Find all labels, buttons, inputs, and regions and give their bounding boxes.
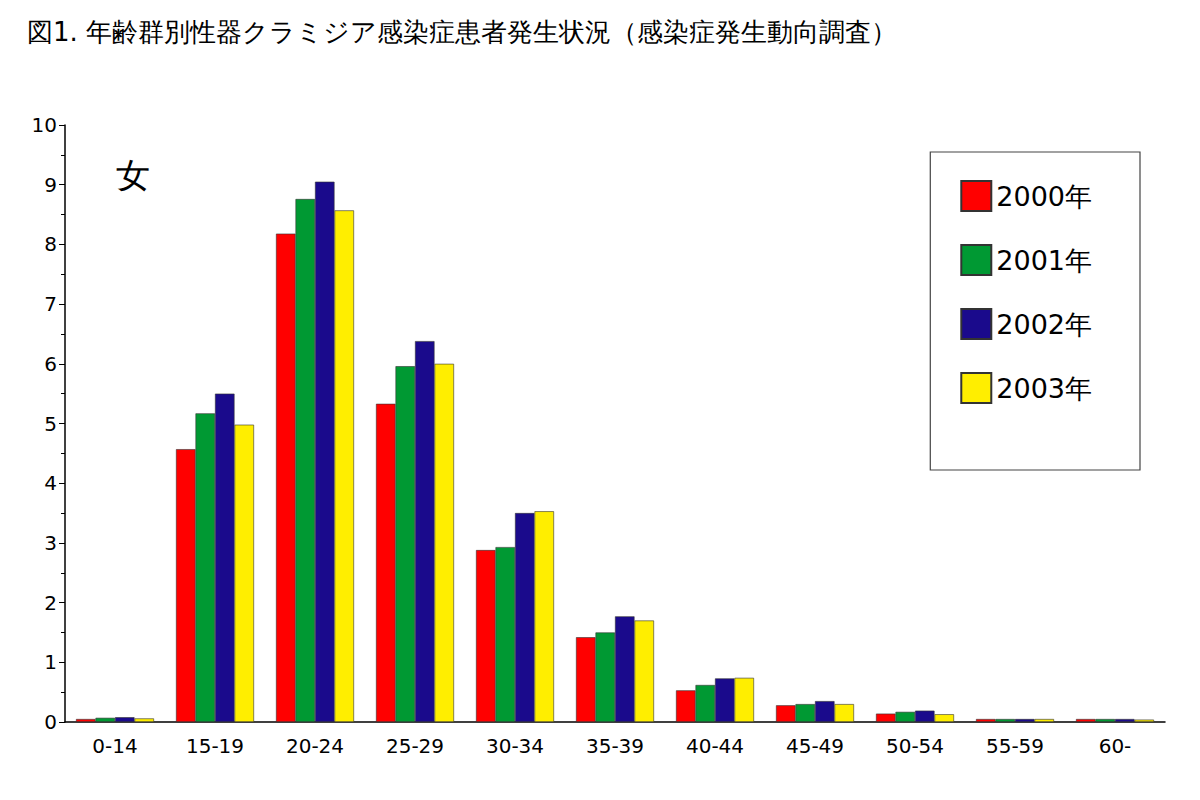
svg-text:40-44: 40-44: [686, 734, 744, 758]
svg-text:3: 3: [44, 531, 57, 555]
svg-text:8: 8: [44, 232, 57, 256]
svg-text:2001年: 2001年: [996, 245, 1092, 276]
svg-text:2003年: 2003年: [996, 373, 1092, 404]
svg-text:10: 10: [32, 113, 57, 137]
svg-text:6: 6: [44, 352, 57, 376]
svg-text:2002年: 2002年: [996, 309, 1092, 340]
svg-text:15-19: 15-19: [186, 734, 244, 758]
svg-text:5: 5: [44, 412, 57, 436]
svg-text:55-59: 55-59: [986, 734, 1044, 758]
svg-text:20-24: 20-24: [286, 734, 344, 758]
svg-text:2000年: 2000年: [996, 181, 1092, 212]
svg-text:0-14: 0-14: [92, 734, 137, 758]
svg-text:30-34: 30-34: [486, 734, 544, 758]
svg-text:4: 4: [44, 471, 57, 495]
svg-text:45-49: 45-49: [786, 734, 844, 758]
svg-text:7: 7: [44, 292, 57, 316]
svg-text:9: 9: [44, 173, 57, 197]
svg-text:女: 女: [116, 155, 150, 195]
svg-text:60-: 60-: [1099, 734, 1132, 758]
svg-text:50-54: 50-54: [886, 734, 944, 758]
svg-text:35-39: 35-39: [586, 734, 644, 758]
svg-text:図1. 年齢群別性器クラミジア感染症患者発生状況（感染症発生: 図1. 年齢群別性器クラミジア感染症患者発生状況（感染症発生動向調査）: [27, 17, 897, 47]
svg-text:0: 0: [44, 710, 57, 734]
svg-text:1: 1: [44, 650, 57, 674]
svg-text:2: 2: [44, 591, 57, 615]
svg-text:25-29: 25-29: [386, 734, 444, 758]
